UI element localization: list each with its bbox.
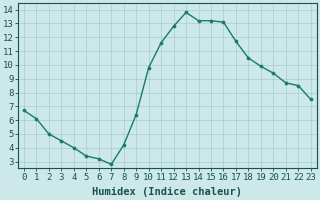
X-axis label: Humidex (Indice chaleur): Humidex (Indice chaleur) bbox=[92, 187, 242, 197]
